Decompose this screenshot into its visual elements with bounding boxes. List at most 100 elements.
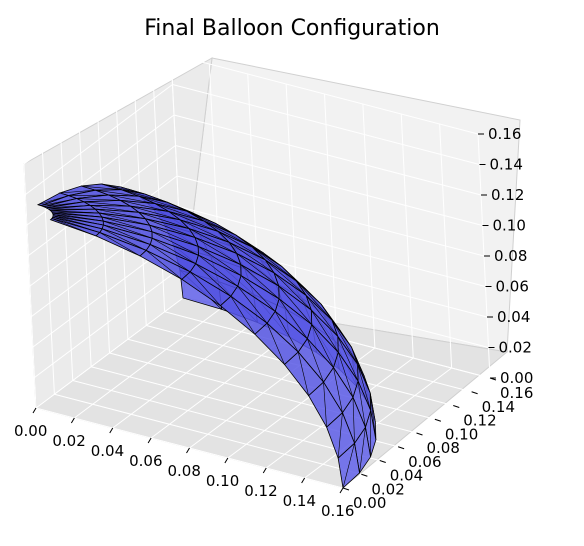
x-tick-mark	[224, 457, 229, 464]
x-tick-label: 0.00	[14, 422, 47, 440]
surface-edge	[138, 212, 190, 229]
grid-line	[362, 103, 376, 349]
x-tick-label: 0.02	[52, 432, 85, 450]
surface-edge	[195, 263, 232, 297]
x-tick-mark	[109, 427, 114, 434]
surface-edge	[342, 443, 355, 489]
grid-line	[172, 84, 480, 165]
y-tick-mark	[471, 391, 478, 395]
surface-edge	[59, 189, 96, 194]
surface-edge	[99, 232, 141, 257]
grid-line	[173, 114, 482, 196]
grid-line	[127, 338, 436, 420]
y-tick-label: 0.10	[445, 425, 478, 443]
surface-edge	[237, 285, 268, 324]
y-tick-mark	[379, 460, 386, 463]
grid-line	[170, 53, 479, 135]
x-axis-ticks: 0.00 0.02 0.04 0.06 0.08 0.10 0.12 0.14 0.16	[14, 407, 354, 520]
x-tick-label: 0.16	[321, 502, 354, 520]
surface-edge	[149, 224, 199, 247]
surface-edge	[76, 198, 121, 201]
surface-edge	[194, 237, 241, 265]
surface-edge	[307, 338, 324, 383]
surface-edge	[369, 393, 377, 440]
surface-edge	[311, 324, 334, 368]
surface-edge	[337, 412, 343, 459]
x-tick-label: 0.10	[206, 472, 239, 490]
y-axis-ticks: 0.000.020.040.060.080.100.120.140.16	[342, 377, 533, 512]
surface-edge	[197, 246, 242, 276]
y-tick-label: 0.02	[371, 480, 404, 498]
surface-edge	[90, 205, 139, 213]
surface-edge	[311, 309, 339, 353]
y-tick-label: 0.08	[427, 439, 460, 457]
surface-edge	[240, 264, 280, 300]
y-tick-mark	[397, 446, 405, 450]
surface-edge	[180, 219, 230, 243]
x-tick-mark	[301, 477, 306, 484]
surface-edge	[357, 364, 371, 411]
surface-edge	[102, 228, 147, 251]
surface-edge	[138, 195, 187, 212]
surface-edge	[145, 218, 196, 238]
y-tick-label: 0.06	[408, 453, 441, 471]
surface-edge	[305, 295, 339, 337]
surface-edge	[101, 216, 153, 233]
surface-edge	[252, 246, 297, 281]
grid-line	[324, 93, 337, 339]
surface-edge	[103, 224, 151, 245]
surface-edge	[295, 280, 333, 321]
surface-edge	[240, 275, 276, 312]
surface-edge	[203, 220, 253, 248]
x-tick-mark	[339, 487, 344, 494]
y-tick-label: 0.04	[390, 467, 423, 485]
z-tick-label: 0.12	[491, 186, 524, 204]
z-tick-label: 0.04	[497, 308, 530, 326]
grid-line	[175, 145, 483, 226]
z-axis-ticks: 0.00 0.02 0.04 0.06 0.08 0.10 0.12 0.14 0.16	[478, 125, 533, 387]
surface-edge	[188, 228, 237, 254]
grid-line	[304, 367, 452, 479]
surface-edge	[120, 189, 168, 203]
surface-edge	[81, 185, 122, 190]
surface-edge	[265, 259, 307, 296]
y-tick-mark	[434, 418, 442, 422]
z-tick-label: 0.16	[488, 125, 521, 143]
grid-line	[23, 53, 172, 165]
surface-edge	[331, 320, 358, 365]
surface-edge	[130, 205, 181, 221]
surface-edge	[83, 201, 131, 207]
x-tick-label: 0.08	[168, 462, 201, 480]
surface-edge	[352, 397, 355, 444]
grid-line	[25, 84, 173, 195]
surface-edge	[297, 351, 309, 396]
surface-edge	[274, 311, 299, 353]
z-tick-label: 0.02	[499, 339, 532, 357]
surface-edge	[154, 203, 205, 222]
surface-edge	[120, 200, 169, 212]
surface-edge	[230, 296, 256, 335]
surface-edge	[95, 208, 146, 219]
grid-line	[439, 123, 453, 369]
y-tick-mark	[342, 487, 350, 491]
surface-edge	[189, 271, 221, 306]
y-tick-label: 0.16	[500, 384, 533, 402]
x-tick-mark	[186, 447, 190, 454]
surface-edge	[337, 352, 354, 398]
surface-edge	[323, 382, 327, 428]
y-tick-mark	[453, 405, 460, 408]
surface-edge	[198, 254, 238, 287]
x-tick-mark	[70, 417, 75, 424]
surface-edge	[229, 242, 275, 274]
grid-line	[400, 113, 414, 359]
z-tick-label: 0.10	[493, 217, 526, 235]
surface-edge	[278, 285, 312, 325]
grid-line	[152, 67, 166, 312]
x-tick-mark	[147, 437, 152, 444]
x-tick-label: 0.04	[91, 442, 124, 460]
surface-edge	[357, 380, 366, 428]
z-tick-label: 0.14	[490, 156, 523, 174]
surface-edge	[168, 211, 219, 232]
surface-edge	[150, 244, 191, 273]
